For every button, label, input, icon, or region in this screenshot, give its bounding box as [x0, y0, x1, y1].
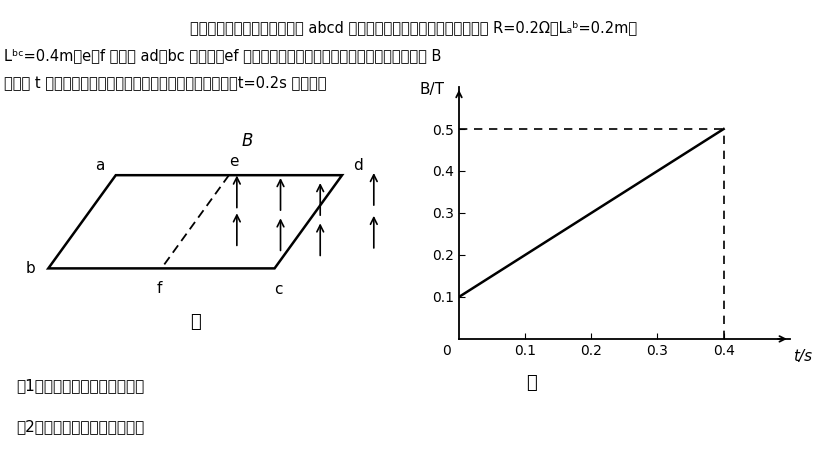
Text: （2）线框所受摩擦力的大小。: （2）线框所受摩擦力的大小。	[17, 419, 145, 434]
Text: d: d	[353, 158, 363, 173]
Text: $B$: $B$	[241, 132, 253, 150]
Text: e: e	[229, 154, 238, 169]
Text: 乙: 乙	[527, 374, 537, 392]
Text: 随时间 t 变化的规律如图乙所示。金属线框始终保持静止，t=0.2s 时，求：: 随时间 t 变化的规律如图乙所示。金属线框始终保持静止，t=0.2s 时，求：	[4, 76, 327, 91]
Text: b: b	[26, 261, 36, 276]
Text: Lᵇᶜ=0.4m，e、f 分别为 ad、bc 的中点，ef 右侧存在方向笪直向上的匀强磁场，磁感应强度 B: Lᵇᶜ=0.4m，e、f 分别为 ad、bc 的中点，ef 右侧存在方向笪直向上…	[4, 48, 442, 63]
Text: a: a	[95, 158, 104, 173]
Text: f: f	[157, 281, 162, 296]
Text: （1）线框中感应电流的大小；: （1）线框中感应电流的大小；	[17, 378, 145, 393]
Text: 0: 0	[442, 344, 451, 358]
Text: 甲: 甲	[190, 313, 200, 332]
Text: c: c	[275, 282, 283, 297]
Text: t/s: t/s	[793, 349, 812, 365]
Text: B/T: B/T	[419, 82, 444, 97]
Text: 如图甲所示，长方形金属线框 abcd 静止在绌缘水平桌面上，线框电阵为 R=0.2Ω，Lₐᵇ=0.2m，: 如图甲所示，长方形金属线框 abcd 静止在绌缘水平桌面上，线框电阵为 R=0.…	[190, 21, 637, 36]
